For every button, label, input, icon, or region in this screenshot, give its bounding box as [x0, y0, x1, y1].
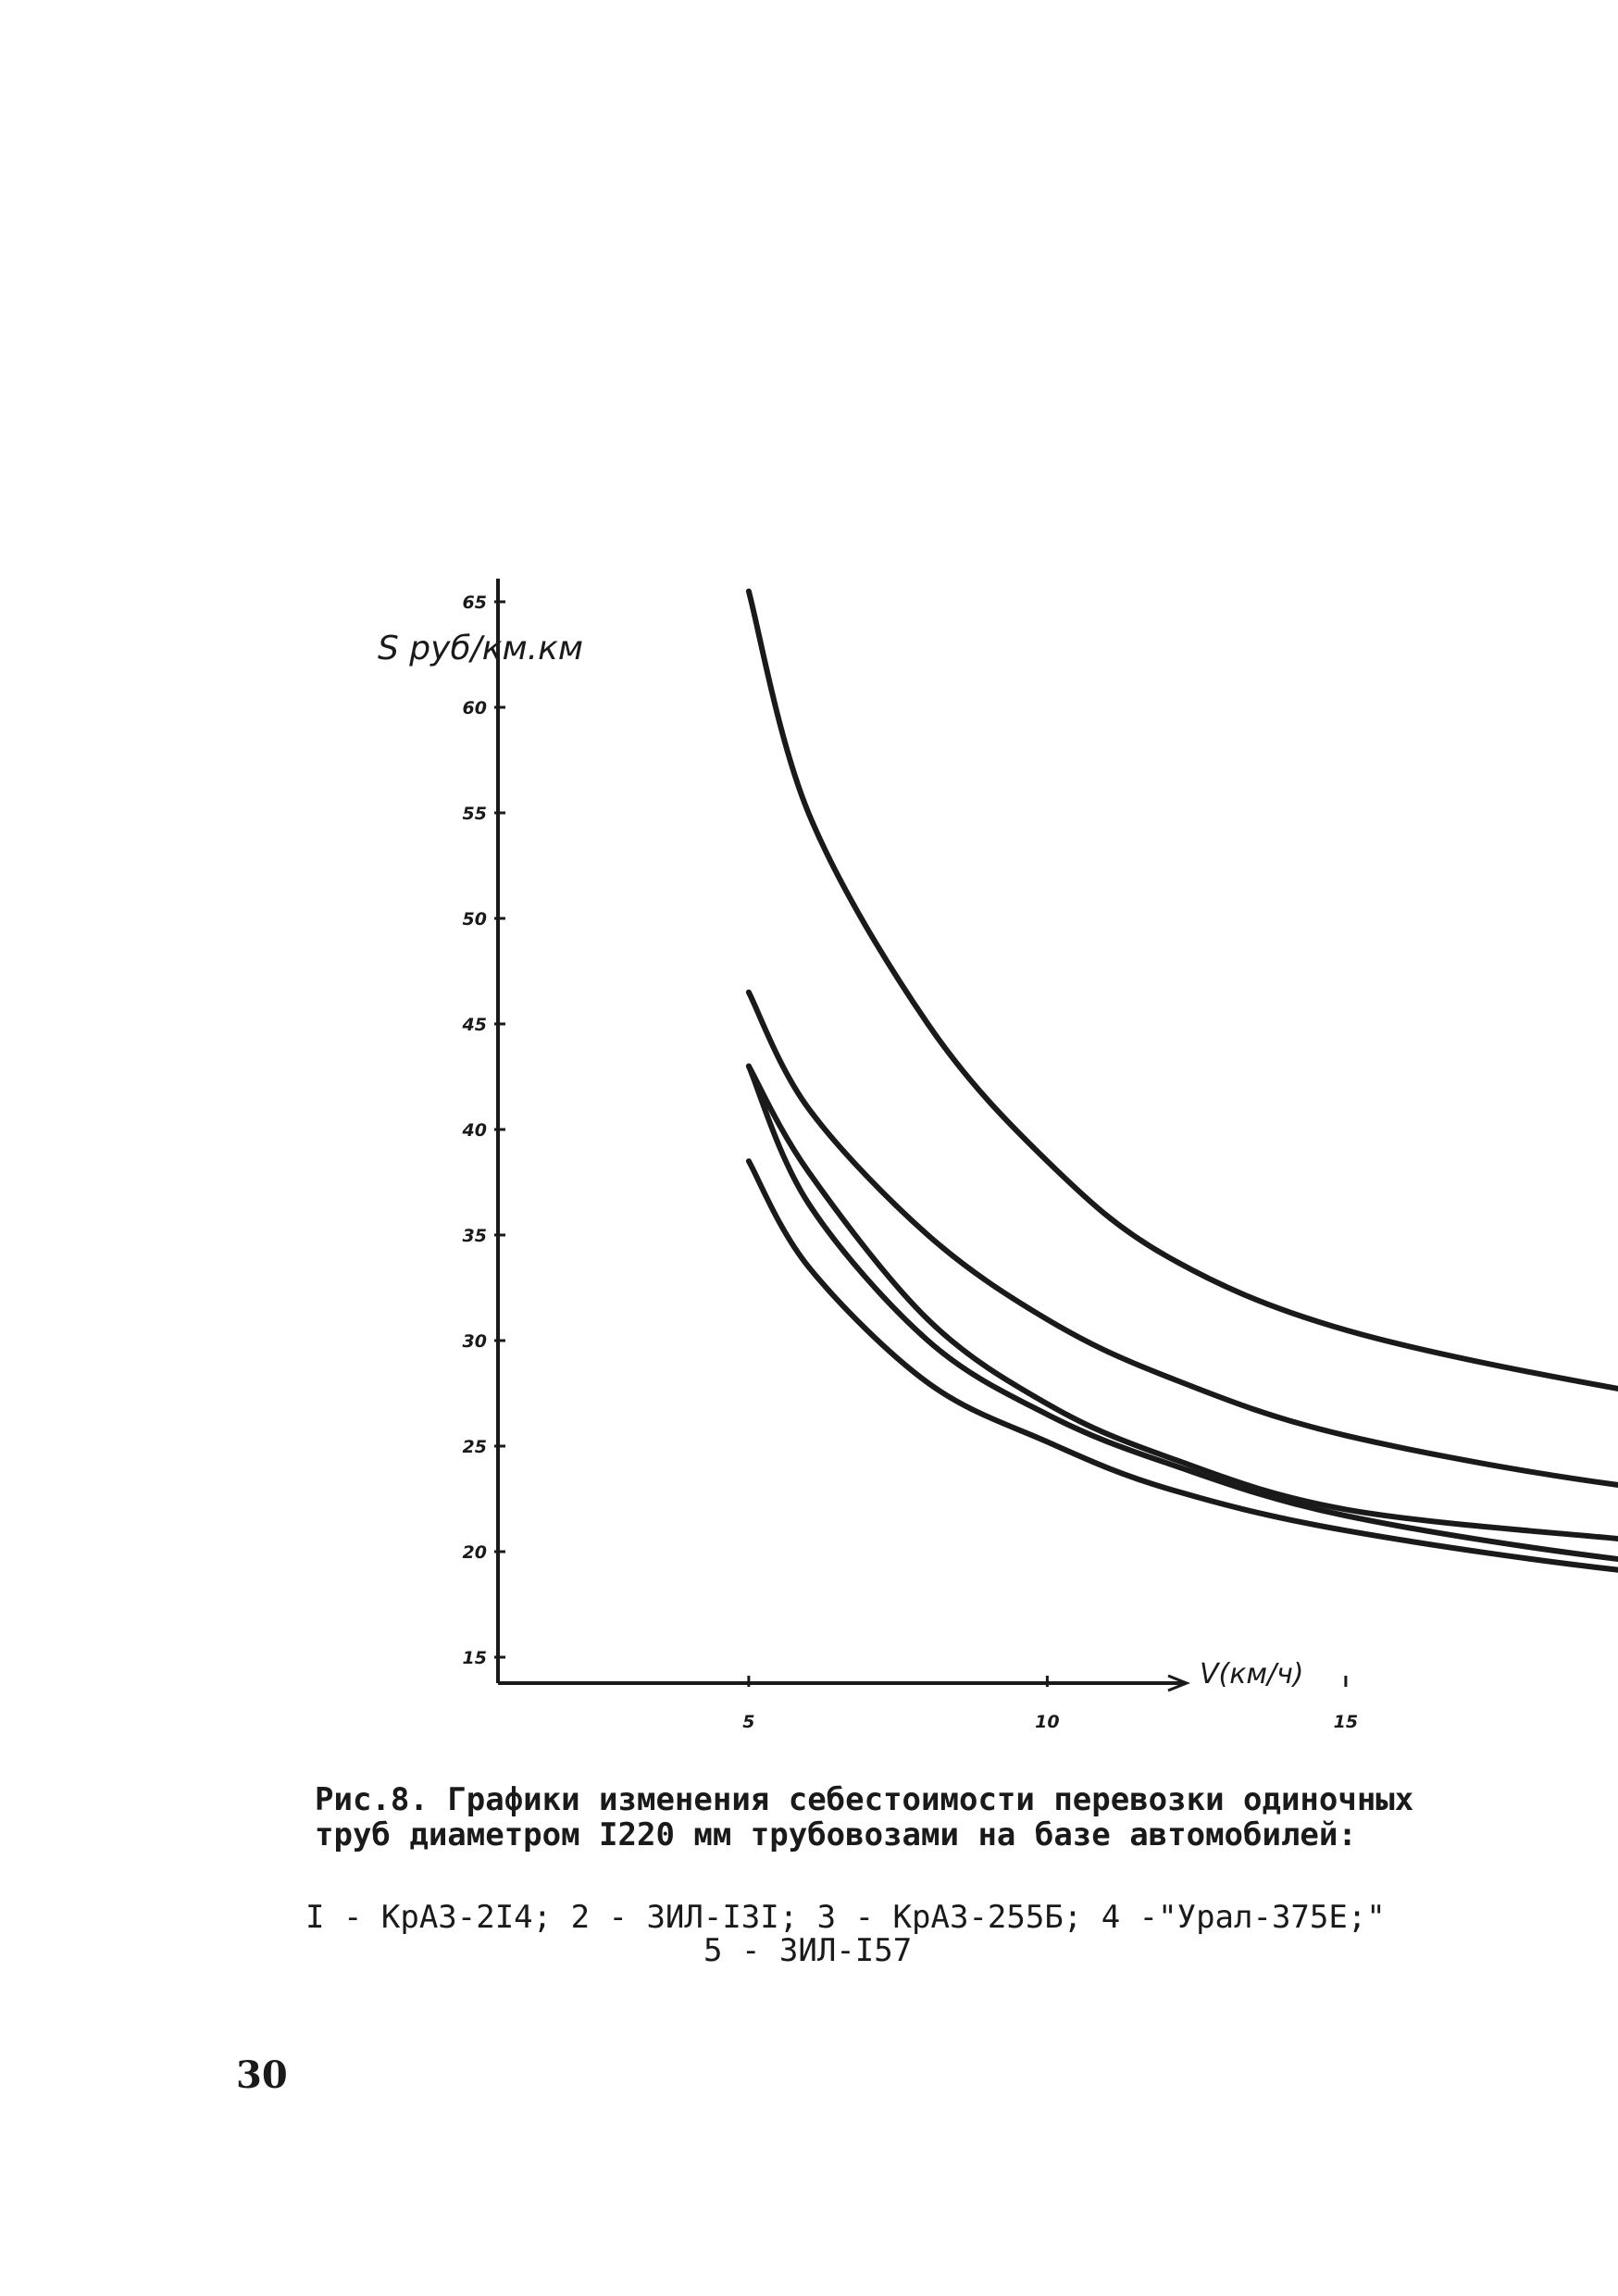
series-line-4 — [745, 989, 1618, 1488]
page-number: 30 — [236, 2053, 288, 2097]
y-axis-label-text: S руб/км.км — [378, 630, 583, 668]
x-axis-label: V(км/ч) — [1200, 1658, 1304, 1691]
y-tick-label-65: 65 — [463, 593, 487, 613]
series-line-3 — [745, 1063, 1618, 1541]
y-tick-label-30: 30 — [463, 1331, 487, 1352]
y-tick-label-60: 60 — [463, 698, 487, 718]
y-tick-label-15: 15 — [463, 1648, 487, 1668]
y-tick-label-25: 25 — [463, 1437, 487, 1457]
y-axis-label: S руб/км.км — [378, 630, 583, 668]
y-tick-label-55: 55 — [463, 804, 487, 824]
chart-axes — [496, 579, 1191, 1692]
x-tick-label-15: 15 — [1334, 1712, 1358, 1732]
series-line-1 — [745, 1158, 1618, 1573]
y-tick-label-45: 45 — [462, 1015, 487, 1035]
series-line-2 — [745, 1063, 1618, 1563]
y-tick-label-35: 35 — [463, 1226, 487, 1246]
series-line-5 — [745, 588, 1618, 1391]
x-axis-ticks: 51015202530354045505560 — [742, 1676, 1358, 1732]
figure-caption-title: Рис.8. Графики изменения себестоимости п… — [315, 1781, 1414, 1818]
x-axis-arrow — [1167, 1674, 1191, 1692]
y-tick-label-50: 50 — [463, 909, 487, 930]
figure-caption-legend-line1: I - КрАЗ-2I4; 2 - ЗИЛ-I3I; 3 - КрАЗ-255Б… — [305, 1899, 1386, 1936]
y-axis-ticks: 15 20 25 30 35 40 45 50 55 60 65 — [462, 593, 505, 1668]
y-tick-label-20: 20 — [463, 1542, 487, 1563]
x-tick-label-5: 5 — [742, 1712, 754, 1732]
figure-caption-legend-line2: 5 - ЗИЛ-I57 — [703, 1932, 913, 1969]
figure-caption-line2: труб диаметром I220 мм трубовозами на ба… — [315, 1816, 1357, 1853]
series-layer — [745, 588, 1618, 1573]
x-tick-label-10: 10 — [1035, 1712, 1059, 1732]
y-tick-label-40: 40 — [462, 1120, 487, 1141]
